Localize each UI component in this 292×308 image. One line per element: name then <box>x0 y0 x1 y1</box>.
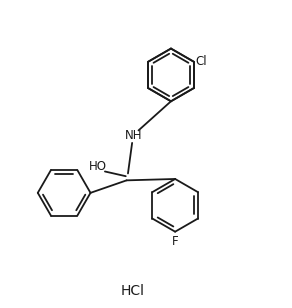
Text: HCl: HCl <box>120 284 144 298</box>
Text: Cl: Cl <box>196 55 207 68</box>
Text: NH: NH <box>125 129 142 143</box>
Text: HO: HO <box>88 160 107 173</box>
Text: F: F <box>172 235 178 248</box>
